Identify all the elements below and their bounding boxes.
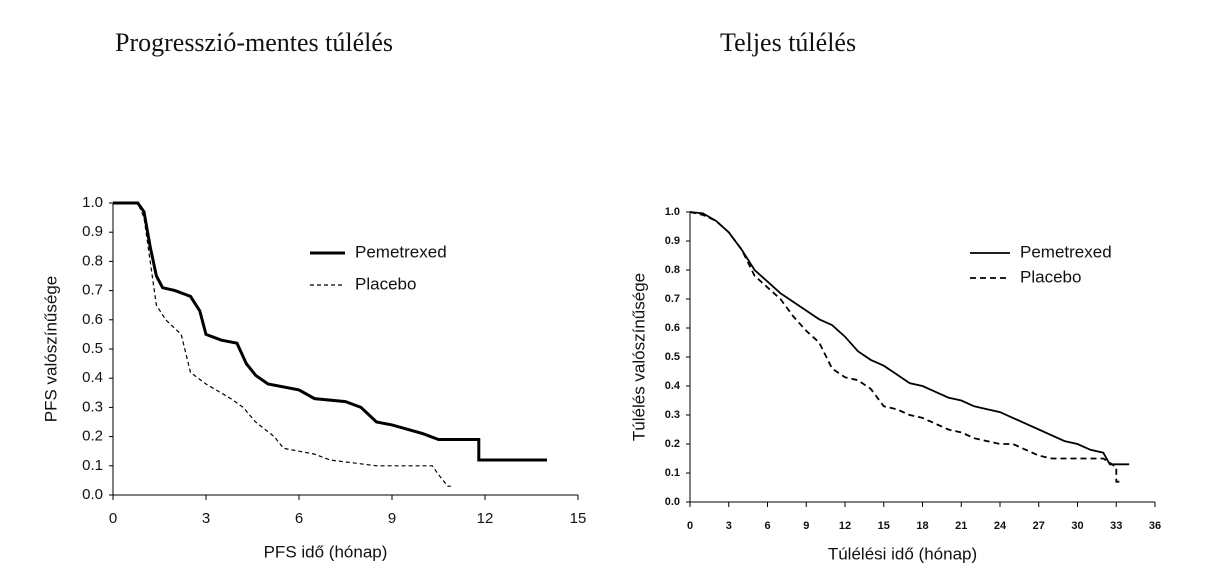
x-axis-label: PFS idő (hónap) xyxy=(264,542,388,561)
x-tick-label: 36 xyxy=(1149,520,1161,532)
x-tick-label: 24 xyxy=(994,520,1007,532)
y-tick-label: 1.0 xyxy=(82,194,103,211)
legend-label: Placebo xyxy=(1020,267,1081,286)
y-tick-label: 0.9 xyxy=(665,235,680,247)
x-tick-label: 33 xyxy=(1110,520,1122,532)
y-tick-label: 0.6 xyxy=(82,311,103,328)
chart-title: Teljes túlélés xyxy=(720,28,856,57)
y-tick-label: 0.9 xyxy=(82,223,103,240)
x-tick-label: 30 xyxy=(1071,520,1083,532)
y-tick-label: 1.0 xyxy=(665,206,680,218)
x-tick-label: 12 xyxy=(477,510,494,527)
legend-label: Placebo xyxy=(355,274,416,293)
y-tick-label: 0.2 xyxy=(82,428,103,445)
y-tick-label: 0.3 xyxy=(665,409,680,421)
y-tick-label: 0.1 xyxy=(665,467,680,479)
survival-curve xyxy=(689,211,1123,483)
y-tick-label: 0.1 xyxy=(82,457,103,474)
survival-curve xyxy=(689,211,1130,466)
y-tick-label: 0.8 xyxy=(82,252,103,269)
x-tick-label: 0 xyxy=(109,510,117,527)
y-tick-label: 0.8 xyxy=(665,264,680,276)
y-tick-label: 0.2 xyxy=(665,438,680,450)
y-tick-label: 0.7 xyxy=(665,293,680,305)
x-tick-label: 3 xyxy=(202,510,210,527)
survival-curve xyxy=(113,201,547,462)
x-tick-label: 18 xyxy=(916,520,928,532)
x-tick-label: 27 xyxy=(1033,520,1045,532)
x-tick-label: 15 xyxy=(878,520,890,532)
y-axis-label: Túlélés valószínűsége xyxy=(629,273,648,441)
x-tick-label: 6 xyxy=(764,520,770,532)
x-tick-label: 9 xyxy=(388,510,396,527)
y-tick-label: 0.5 xyxy=(82,340,103,357)
y-tick-label: 0.0 xyxy=(82,486,103,503)
x-tick-label: 12 xyxy=(839,520,851,532)
survival-curve xyxy=(113,202,451,487)
x-tick-label: 15 xyxy=(570,510,587,527)
legend-label: Pemetrexed xyxy=(355,242,447,261)
x-axis-label: Túlélési idő (hónap) xyxy=(828,544,977,563)
x-tick-label: 3 xyxy=(726,520,732,532)
y-axis-label: PFS valószínűsége xyxy=(41,276,60,422)
x-tick-label: 6 xyxy=(295,510,303,527)
y-tick-label: 0.7 xyxy=(82,282,103,299)
y-tick-label: 0.0 xyxy=(665,496,680,508)
x-tick-label: 21 xyxy=(955,520,967,532)
x-tick-label: 9 xyxy=(803,520,809,532)
y-tick-label: 0.3 xyxy=(82,398,103,415)
legend-label: Pemetrexed xyxy=(1020,242,1112,261)
chart-title: Progresszió-mentes túlélés xyxy=(115,28,393,57)
y-tick-label: 0.4 xyxy=(665,380,681,392)
x-tick-label: 0 xyxy=(687,520,693,532)
y-tick-label: 0.6 xyxy=(665,322,680,334)
y-tick-label: 0.4 xyxy=(82,369,103,386)
y-tick-label: 0.5 xyxy=(665,351,680,363)
